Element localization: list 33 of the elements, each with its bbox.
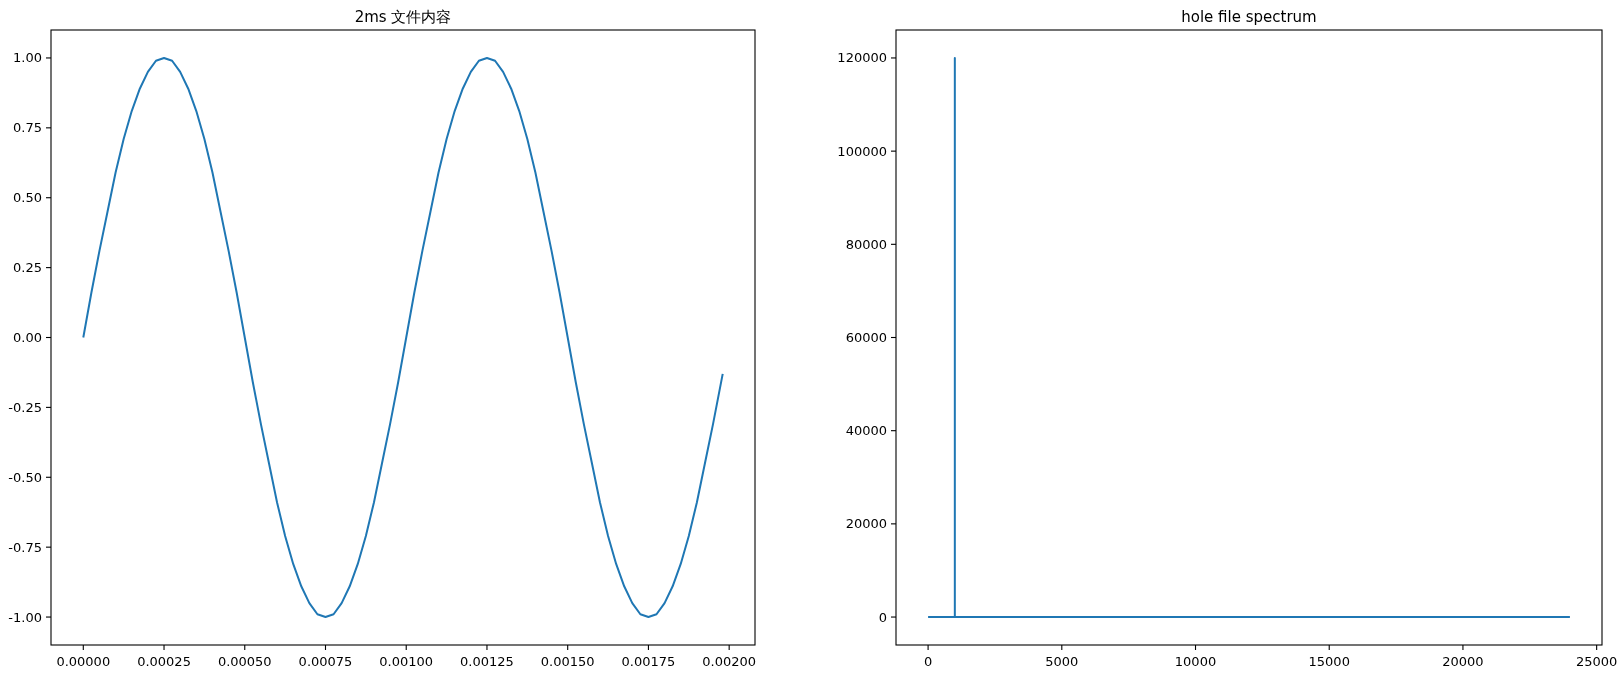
y-tick-label: 100000 bbox=[837, 143, 887, 159]
title: hole file spectrum bbox=[1181, 8, 1317, 26]
y-tick-label: 0.50 bbox=[13, 190, 42, 206]
y-tick-label: 1.00 bbox=[13, 50, 42, 66]
x-tick-label: 10000 bbox=[1174, 654, 1217, 669]
y-tick-label: 0.25 bbox=[13, 260, 42, 276]
x-tick-label: 0.00200 bbox=[702, 654, 757, 669]
x-tick-label: 20000 bbox=[1442, 654, 1484, 669]
x-tick-label: 0.00025 bbox=[137, 654, 191, 669]
x-tick-label: 15000 bbox=[1308, 654, 1350, 669]
y-tick-label: -0.25 bbox=[8, 399, 42, 415]
x-tick-label: 0 bbox=[923, 654, 933, 669]
x-tick-label: 0.00000 bbox=[56, 654, 111, 669]
x-tick-label: 5000 bbox=[1045, 654, 1079, 669]
y-tick-label: 0.75 bbox=[13, 120, 42, 136]
y-tick-label: 0.00 bbox=[13, 330, 42, 345]
y-tick-label: 60000 bbox=[845, 330, 887, 345]
y-tick-label: -0.75 bbox=[8, 539, 42, 555]
x-tick-label: 0.00150 bbox=[540, 654, 595, 669]
x-tick-label: 0.00050 bbox=[217, 654, 272, 669]
y-tick-label: 80000 bbox=[845, 236, 887, 252]
x-tick-label: 0.00075 bbox=[298, 654, 353, 669]
y-tick-label: 120000 bbox=[837, 50, 887, 66]
y-tick-label: 20000 bbox=[845, 516, 887, 532]
x-tick-label: 25000 bbox=[1575, 654, 1618, 669]
x-tick-label: 0.00100 bbox=[379, 654, 434, 669]
y-tick-label: 40000 bbox=[845, 423, 887, 439]
y-tick-label: 0 bbox=[878, 609, 887, 625]
y-tick-label: -1.00 bbox=[8, 609, 42, 625]
title: 2ms 文件内容 bbox=[354, 8, 452, 26]
x-tick-label: 0.00125 bbox=[460, 654, 514, 669]
y-tick-label: -0.50 bbox=[8, 469, 42, 485]
x-tick-label: 0.00175 bbox=[621, 654, 676, 669]
